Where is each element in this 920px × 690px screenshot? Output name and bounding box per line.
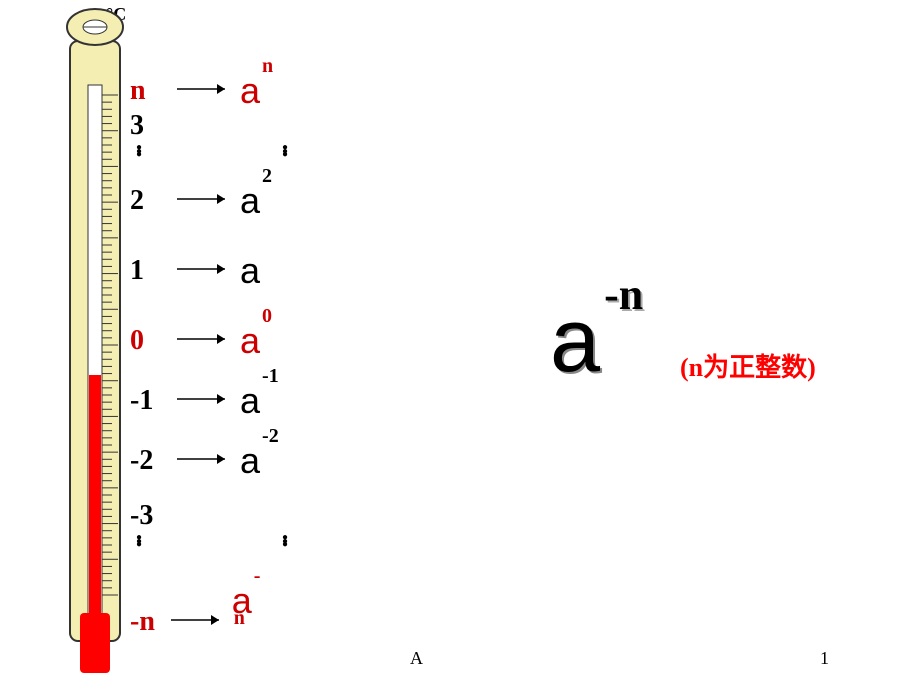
condition-note: (n为正整数) xyxy=(680,350,860,386)
vertical-dots: ●●● xyxy=(282,534,286,552)
thermometer xyxy=(50,5,140,690)
arrow-icon xyxy=(170,329,240,354)
scale-row: -1 a-1 xyxy=(130,380,277,422)
scale-number: 2 xyxy=(130,185,170,217)
power-expression: a-2 xyxy=(240,440,277,482)
footer-right: 1 xyxy=(820,648,829,669)
vertical-dots: ●●● xyxy=(282,144,286,162)
power-expression: a0 xyxy=(240,320,270,362)
arrow-icon xyxy=(170,259,240,284)
arrow-icon xyxy=(170,79,240,104)
scale-row: 2 a2 xyxy=(130,180,270,222)
thermometer-svg xyxy=(50,5,140,685)
formula-exponent: -n xyxy=(604,270,643,319)
scale-row: 1a xyxy=(130,250,260,292)
scale-row: -3 xyxy=(130,500,240,532)
vertical-dots-icon: ●●● xyxy=(136,146,140,157)
scale-number: 0 xyxy=(130,325,170,357)
scale-number: 3 xyxy=(130,110,170,142)
power-expression: an xyxy=(240,70,271,112)
scale-number: -1 xyxy=(130,385,170,417)
arrow-icon xyxy=(167,610,232,635)
scale-number: -3 xyxy=(130,500,170,532)
arrow-icon xyxy=(170,389,240,414)
vertical-dots: ●●● xyxy=(136,534,140,552)
scale-number: -n xyxy=(130,606,167,638)
power-expression: a2 xyxy=(240,180,270,222)
scale-row: -n a-n xyxy=(130,580,267,664)
scale-row: -2 a-2 xyxy=(130,440,277,482)
vertical-dots-icon: ●●● xyxy=(136,536,140,547)
scale-number: 1 xyxy=(130,255,170,287)
formula-base: a xyxy=(550,291,600,391)
main-formula: a-n xyxy=(550,290,639,393)
footer-left: A xyxy=(410,648,423,669)
scale-row: 0 a0 xyxy=(130,320,270,362)
scale-row: n an xyxy=(130,70,271,112)
vertical-dots-icon: ●●● xyxy=(282,146,286,157)
scale-number: -2 xyxy=(130,445,170,477)
scale-number: n xyxy=(130,75,170,107)
vertical-dots: ●●● xyxy=(136,144,140,162)
vertical-dots-icon: ●●● xyxy=(282,536,286,547)
arrow-icon xyxy=(170,449,240,474)
scale-row: 3 xyxy=(130,110,240,142)
power-expression: a xyxy=(240,250,260,292)
power-expression: a-1 xyxy=(240,380,277,422)
power-expression: a-n xyxy=(232,580,267,664)
arrow-icon xyxy=(170,189,240,214)
